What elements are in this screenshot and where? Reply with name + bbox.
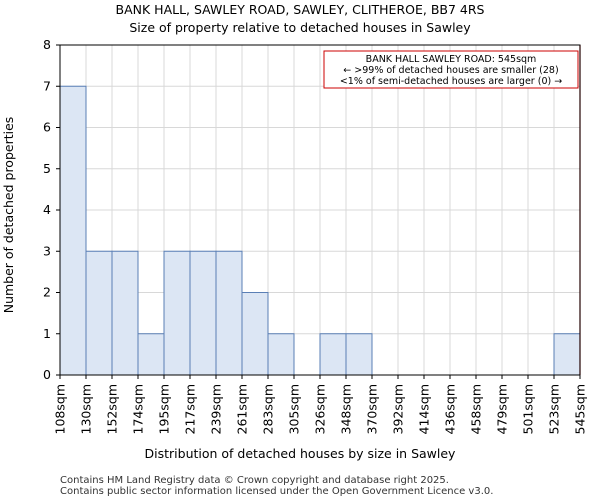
x-tick-label: 414sqm bbox=[417, 384, 432, 434]
bar-239sqm bbox=[215, 250, 243, 376]
y-axis-label: Number of detached properties bbox=[1, 117, 16, 314]
y-tick-label: 6 bbox=[43, 120, 51, 135]
bar-523sqm bbox=[553, 333, 581, 376]
y-tick-label: 0 bbox=[43, 367, 51, 382]
footer-copyright: Contains HM Land Registry data © Crown c… bbox=[60, 475, 449, 486]
footer-licence: Contains public sector information licen… bbox=[60, 486, 493, 497]
x-tick-label: 283sqm bbox=[261, 384, 276, 434]
annotation-smaller: ← >99% of detached houses are smaller (2… bbox=[343, 65, 558, 76]
x-tick-label: 436sqm bbox=[443, 384, 458, 434]
bar-108sqm bbox=[59, 85, 87, 376]
x-tick-label: 108sqm bbox=[53, 384, 68, 434]
y-tick-label: 2 bbox=[43, 285, 51, 300]
y-tick-label: 7 bbox=[43, 78, 51, 93]
x-tick-label: 545sqm bbox=[573, 384, 588, 434]
x-axis-label: Distribution of detached houses by size … bbox=[145, 446, 457, 461]
x-tick-label: 501sqm bbox=[521, 384, 536, 434]
bar-195sqm bbox=[163, 250, 191, 376]
x-axis-ticks: 108sqm 130sqm 152sqm 174sqm 195sqm 217sqm 239s… bbox=[53, 375, 588, 434]
bar-217sqm bbox=[189, 250, 217, 376]
x-tick-label: 392sqm bbox=[391, 384, 406, 434]
y-tick-label: 5 bbox=[43, 161, 51, 176]
bar-174sqm bbox=[137, 333, 165, 376]
x-tick-label: 370sqm bbox=[365, 384, 380, 434]
y-tick-label: 3 bbox=[43, 243, 51, 258]
y-tick-label: 8 bbox=[43, 37, 51, 52]
chart-subtitle: Size of property relative to detached ho… bbox=[129, 20, 471, 35]
x-tick-label: 195sqm bbox=[157, 384, 172, 434]
bar-261sqm bbox=[241, 292, 269, 376]
x-tick-label: 261sqm bbox=[235, 384, 250, 434]
x-tick-label: 523sqm bbox=[547, 384, 562, 434]
y-tick-label: 4 bbox=[43, 202, 51, 217]
bar-348sqm bbox=[345, 333, 373, 376]
annotation-title: BANK HALL SAWLEY ROAD: 545sqm bbox=[366, 54, 537, 65]
x-tick-label: 217sqm bbox=[183, 384, 198, 434]
x-tick-label: 479sqm bbox=[495, 384, 510, 434]
x-tick-label: 305sqm bbox=[287, 384, 302, 434]
y-tick-label: 1 bbox=[43, 326, 51, 341]
annotation-larger: <1% of semi-detached houses are larger (… bbox=[340, 76, 562, 87]
x-tick-label: 130sqm bbox=[79, 384, 94, 434]
annotation-box: BANK HALL SAWLEY ROAD: 545sqm ← >99% of … bbox=[323, 50, 579, 89]
x-tick-label: 152sqm bbox=[105, 384, 120, 434]
bar-326sqm bbox=[319, 333, 347, 376]
x-tick-label: 348sqm bbox=[339, 384, 354, 434]
bar-130sqm bbox=[85, 250, 113, 376]
y-axis-ticks: 0 1 2 3 4 5 6 7 8 bbox=[43, 37, 60, 382]
x-tick-label: 239sqm bbox=[209, 384, 224, 434]
bar-152sqm bbox=[111, 250, 139, 376]
bar-283sqm bbox=[267, 333, 295, 376]
bars bbox=[59, 85, 581, 376]
x-tick-label: 174sqm bbox=[131, 384, 146, 434]
x-tick-label: 326sqm bbox=[313, 384, 328, 434]
x-tick-label: 458sqm bbox=[469, 384, 484, 434]
annotation-frame bbox=[323, 50, 579, 89]
chart-title: BANK HALL, SAWLEY ROAD, SAWLEY, CLITHERO… bbox=[116, 2, 485, 17]
